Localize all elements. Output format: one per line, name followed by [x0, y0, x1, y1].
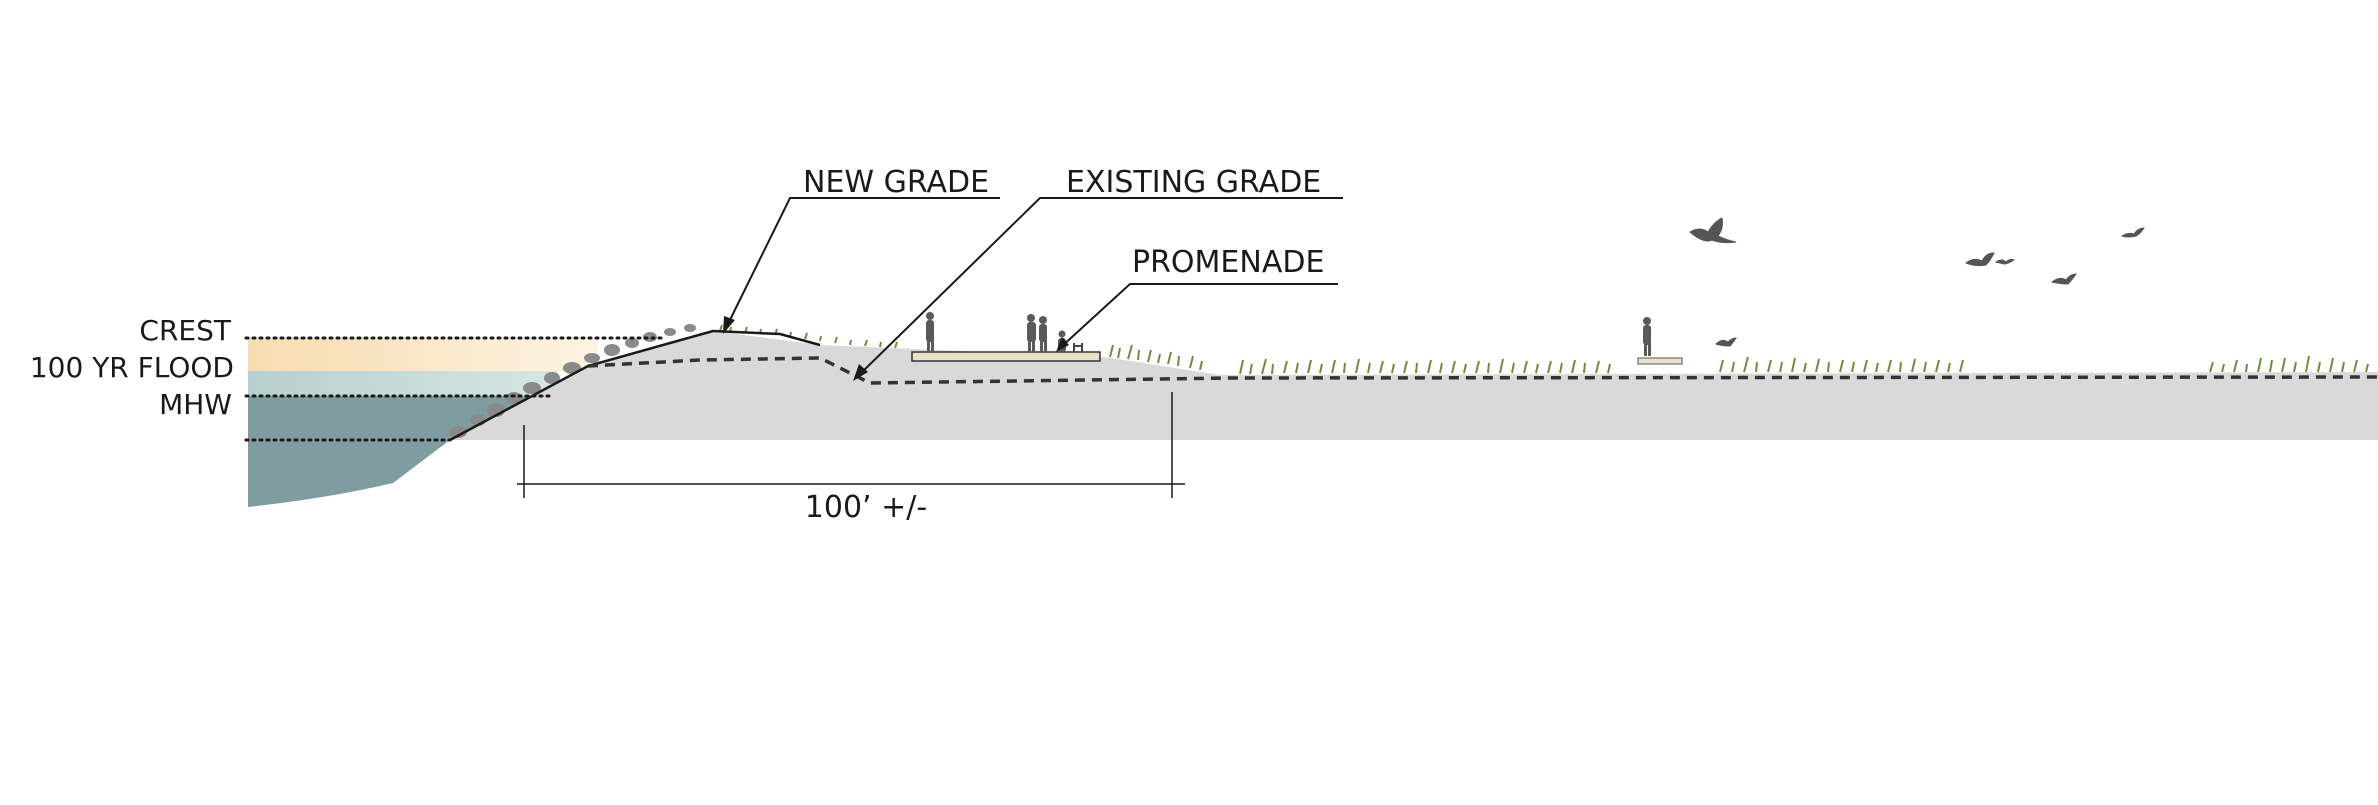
ground-fill — [450, 331, 2378, 440]
flood-label: 100 YR FLOOD — [30, 351, 234, 384]
existing-grade-arrowhead — [853, 364, 868, 381]
promenade-deck-far — [1637, 357, 1683, 365]
people-silhouettes — [926, 312, 1651, 356]
mhw-label: MHW — [159, 388, 232, 421]
birds — [1689, 217, 2145, 347]
new-grade-leader — [725, 197, 1000, 329]
leader-arrowheads — [723, 316, 1069, 381]
leader-lines — [725, 197, 1343, 377]
new-grade-label: NEW GRADE — [803, 165, 989, 200]
promenade-arrowhead — [1056, 337, 1069, 352]
marsh-vegetation — [719, 324, 2369, 375]
existing-grade-line — [587, 356, 2378, 385]
existing-grade-leader — [857, 197, 1343, 377]
promenade-leader — [1059, 283, 1338, 349]
new-grade-arrowhead — [723, 316, 735, 334]
flood-water-band — [248, 371, 558, 396]
riprap-stones — [449, 324, 696, 438]
existing-grade-label: EXISTING GRADE — [1066, 165, 1321, 200]
new-grade-line — [449, 329, 821, 442]
dimension-label: 100’ +/- — [805, 490, 927, 525]
crest-to-flood-band — [248, 338, 598, 371]
promenade-deck — [911, 351, 1101, 362]
dimension-line — [517, 392, 1185, 498]
crest-label: CREST — [139, 314, 231, 347]
bench-icon — [1073, 343, 1083, 352]
promenade-label: PROMENADE — [1132, 245, 1324, 280]
